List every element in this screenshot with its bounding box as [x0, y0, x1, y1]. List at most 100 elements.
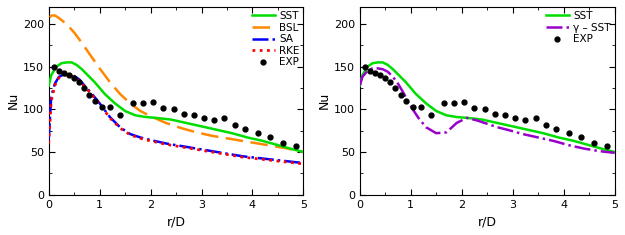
SST	[121, 110, 129, 112]
SST	[442, 114, 450, 117]
SST	[364, 65, 371, 68]
γ – SST	[463, 117, 471, 119]
SA	[147, 139, 154, 141]
BSL	[162, 121, 169, 124]
γ – SST	[494, 126, 501, 129]
Line: EXP: EXP	[51, 64, 298, 149]
SST	[394, 73, 402, 76]
EXP	[241, 128, 249, 130]
EXP	[211, 118, 218, 121]
RKE	[96, 103, 103, 106]
SST	[384, 63, 392, 66]
EXP	[481, 108, 488, 111]
BSL	[192, 131, 200, 134]
γ – SST	[442, 131, 450, 134]
EXP	[361, 65, 369, 68]
γ – SST	[596, 150, 603, 153]
SST	[379, 61, 386, 64]
γ – SST	[379, 68, 386, 71]
SST	[58, 62, 65, 65]
SST	[432, 110, 440, 112]
SST	[68, 61, 76, 64]
EXP	[60, 71, 68, 74]
Legend: SST, BSL, SA, RKE, EXP: SST, BSL, SA, RKE, EXP	[251, 10, 301, 68]
SST	[539, 132, 547, 135]
RKE	[106, 117, 114, 119]
SA	[48, 95, 55, 98]
SST	[78, 68, 86, 71]
Line: SA: SA	[49, 74, 304, 163]
γ – SST	[369, 67, 376, 70]
SST	[356, 84, 364, 87]
SST	[601, 148, 608, 151]
SST	[52, 65, 60, 68]
EXP	[221, 117, 228, 119]
SST	[586, 144, 593, 147]
RKE	[116, 127, 124, 129]
BSL	[239, 140, 246, 142]
SA	[88, 93, 96, 95]
BSL	[62, 23, 70, 25]
BSL	[300, 151, 308, 153]
EXP	[603, 145, 611, 147]
SA	[106, 116, 114, 118]
SST	[369, 62, 376, 65]
EXP	[491, 112, 499, 115]
γ – SST	[483, 122, 491, 125]
BSL	[48, 14, 56, 17]
SA	[208, 150, 216, 153]
SST	[359, 74, 366, 77]
SA	[126, 133, 134, 135]
γ – SST	[580, 147, 587, 150]
EXP	[440, 102, 448, 105]
SST	[83, 73, 91, 76]
SST	[494, 121, 501, 124]
γ – SST	[359, 75, 366, 78]
γ – SST	[611, 151, 618, 154]
RKE	[88, 93, 96, 96]
BSL	[269, 145, 277, 147]
EXP	[428, 114, 435, 117]
RKE	[45, 142, 53, 145]
SST	[62, 61, 70, 64]
BSL	[96, 67, 103, 70]
EXP	[254, 132, 261, 135]
SST	[48, 74, 55, 77]
γ – SST	[374, 67, 381, 70]
BSL	[284, 147, 292, 150]
Y-axis label: Nu: Nu	[7, 92, 20, 110]
γ – SST	[399, 91, 407, 94]
Line: EXP: EXP	[362, 64, 609, 149]
γ – SST	[565, 144, 572, 147]
SST	[91, 81, 98, 83]
BSL	[223, 137, 231, 140]
RKE	[239, 156, 246, 159]
BSL	[208, 134, 216, 137]
SA	[96, 102, 103, 105]
EXP	[522, 118, 529, 121]
EXP	[86, 93, 93, 96]
BSL	[177, 127, 185, 129]
SA	[177, 145, 185, 147]
EXP	[397, 93, 404, 96]
γ – SST	[432, 132, 440, 135]
SST	[213, 128, 221, 131]
RKE	[55, 76, 63, 79]
SST	[412, 93, 419, 95]
BSL	[51, 14, 59, 17]
EXP	[565, 132, 572, 135]
SST	[73, 63, 81, 66]
EXP	[511, 117, 519, 119]
EXP	[392, 86, 399, 89]
SST	[555, 136, 562, 139]
EXP	[387, 81, 394, 83]
RKE	[192, 148, 200, 151]
EXP	[292, 145, 299, 147]
γ – SST	[519, 133, 527, 135]
SST	[478, 118, 486, 121]
SST	[289, 148, 297, 151]
SST	[300, 151, 308, 153]
RKE	[137, 137, 144, 140]
Line: SST: SST	[49, 63, 304, 152]
EXP	[409, 105, 417, 108]
